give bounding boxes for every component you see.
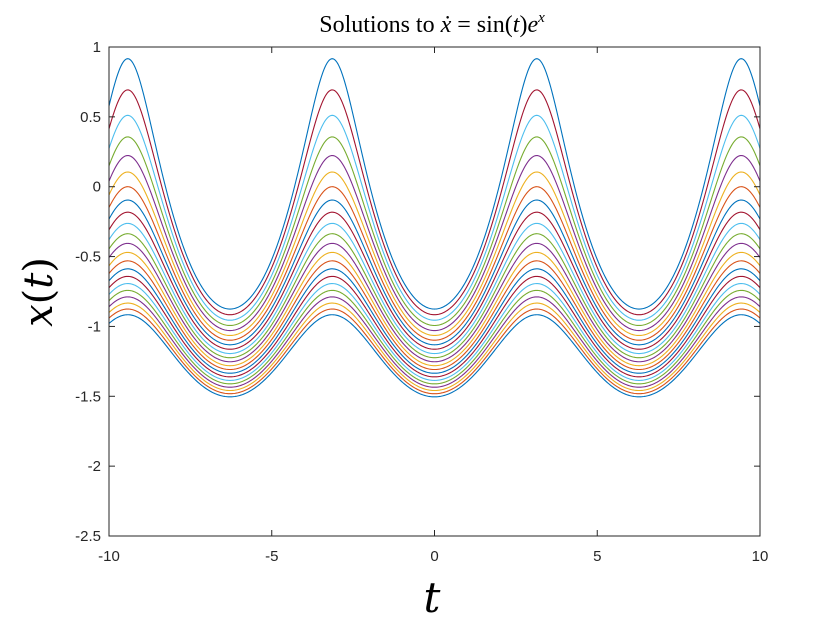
series-line: [109, 211, 760, 350]
y-tick-label: 0: [93, 179, 101, 196]
series-line: [109, 233, 760, 359]
y-tick-label: 1: [93, 39, 101, 56]
y-tick-label: -1.5: [75, 388, 101, 405]
series-line: [109, 89, 760, 316]
series-line: [109, 242, 760, 363]
series-line: [109, 260, 760, 371]
y-tick-label: -2.5: [75, 528, 101, 545]
y-axis-label: x(t): [16, 257, 62, 327]
series-line: [109, 296, 760, 388]
series-line: [109, 114, 760, 321]
x-axis-label: t: [424, 573, 441, 622]
y-tick-label: 0.5: [80, 109, 101, 126]
series-line: [109, 283, 760, 381]
series-line: [109, 222, 760, 355]
chart-title: Solutions to ẋ = sin(t)ex: [319, 10, 545, 38]
series-line: [109, 308, 760, 395]
plot-area: -10 -5 0 5 10 -2.5 -2 -1.5 -1 -0.5 0 0.5 1: [75, 39, 768, 565]
series-line: [109, 186, 760, 341]
series-line: [109, 289, 760, 385]
series-line: [109, 171, 760, 337]
x-tick-label: 5: [593, 548, 601, 565]
y-tick-label: -2: [88, 458, 101, 475]
series-line: [109, 199, 760, 346]
x-tick-label: 10: [752, 548, 769, 565]
x-tick-label: -5: [265, 548, 278, 565]
series-line: [109, 154, 760, 332]
x-tick-label: -10: [98, 548, 120, 565]
series-line: [109, 275, 760, 378]
series-line: [109, 251, 760, 367]
series-line: [109, 58, 760, 310]
y-tick-label: -1: [88, 318, 101, 335]
y-tick-label: -0.5: [75, 249, 101, 266]
x-tick-label: 0: [430, 548, 438, 565]
series-line: [109, 302, 760, 392]
series-line: [109, 136, 760, 327]
series-line: [109, 268, 760, 374]
series-line: [109, 314, 760, 398]
axes-box: [108, 46, 761, 537]
